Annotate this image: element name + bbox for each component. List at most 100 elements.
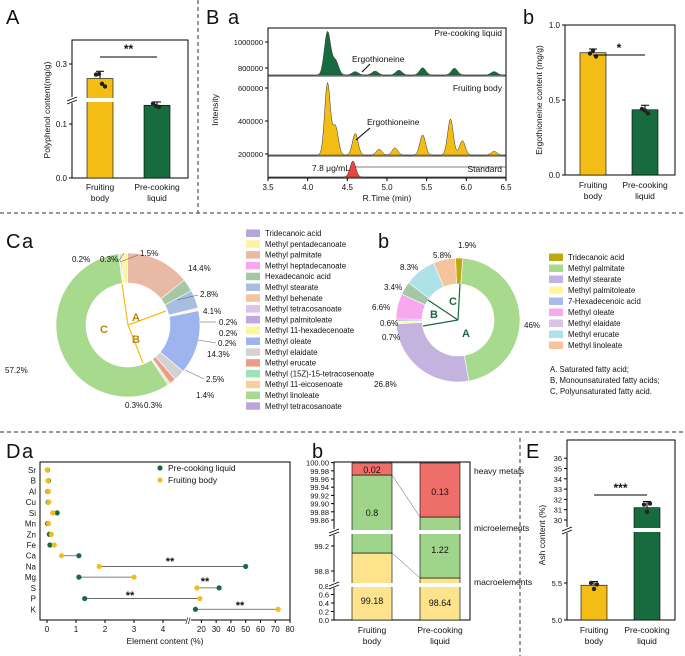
chart-Cb-fatty-acid-pie: 1.9% 46% 26.8% 0.7% 0.6% 6.6% 3.4% 8.3% 5.8% A BC T…: [372, 241, 660, 396]
annotation-ergothioneine: Ergothioneine: [352, 54, 405, 64]
pie-slice-13: [55, 253, 169, 398]
pie-label: 0.3%: [125, 401, 143, 410]
bar-0: [579, 52, 607, 176]
axis-break-mark2: [561, 529, 573, 535]
y-axis-label: Ash content (%): [537, 505, 547, 566]
pie-label: 1.9%: [458, 241, 476, 250]
trace-0-peaks: [268, 30, 506, 76]
legend-label: Methyl stearate: [568, 275, 621, 284]
pie-label: 14.3%: [207, 350, 230, 359]
x-cat-label: Fruiting: [358, 625, 387, 635]
legend-swatch: [246, 359, 260, 367]
annotation-arrow: [355, 127, 371, 141]
plot-frame: [267, 27, 507, 179]
legend-swatch: [246, 240, 260, 248]
y-tick-label: 0.6: [319, 591, 329, 600]
data-point: [644, 509, 650, 514]
point-fruiting: [275, 606, 281, 612]
group-label-B: B: [430, 309, 438, 321]
trace-1-peaks: [268, 81, 506, 156]
legend-label: Methyl behenate: [265, 294, 323, 303]
point-precooking: [216, 585, 222, 591]
chart-A-polyphenol: 0.0 0.1 0.3 ** Polyphenol content(mg/g) Fruit…: [42, 39, 189, 203]
bar-break-1: [143, 98, 171, 102]
legend-marker-fruiting: [157, 477, 163, 483]
point-precooking: [76, 553, 82, 559]
pie-label: 26.8%: [374, 380, 397, 389]
y-cat-label: Ca: [26, 552, 37, 561]
sig-label: **: [201, 576, 210, 588]
data-point: [102, 84, 108, 89]
y-cat-label: Na: [26, 562, 37, 571]
annotation-arrow: [361, 63, 371, 73]
x-tick-label: 3.5: [262, 183, 274, 192]
point-precooking: [82, 595, 88, 602]
x-tick-label: 4.5: [342, 183, 354, 192]
x-cat-label: body: [91, 193, 110, 203]
legend-swatch: [549, 264, 563, 272]
sig-label: **: [126, 590, 135, 602]
pie-label: 57.2%: [5, 366, 28, 375]
data-point: [156, 104, 162, 110]
x-cat-label: Fruiting: [580, 625, 609, 635]
bar-break: [351, 530, 393, 534]
y-cat-label: Mn: [25, 520, 36, 529]
pie-label: 0.3%: [144, 401, 162, 410]
legend-label: Methyl oleate: [265, 337, 311, 346]
y-cat-label: Mg: [25, 573, 36, 582]
x-cat-label: Pre-cooking: [417, 625, 463, 635]
segment-value: 0.13: [431, 487, 449, 497]
data-point: [150, 101, 156, 106]
point-fruiting: [58, 553, 65, 559]
x-tick-label: 4: [161, 625, 166, 634]
segment-value: 99.18: [361, 596, 384, 606]
group-label-A: A: [132, 312, 140, 324]
pie-label: 2.8%: [200, 290, 218, 299]
chart-Da-element-dumbbell: // 0 1 2 3 4 20 30 40 50 60 70 80 Element content (%)…: [25, 461, 295, 646]
annotation-ergothioneine: Ergothioneine: [367, 117, 420, 127]
pie-slice-2: [395, 321, 470, 383]
legend-label: Methyl palmitoleate: [265, 315, 332, 324]
leader-line: [184, 369, 205, 380]
point-fruiting: [45, 488, 52, 495]
y-tick-label: 0.3: [56, 60, 68, 69]
y-axis-label: Intensity: [210, 93, 220, 125]
point-fruiting: [48, 531, 54, 537]
chart-Ca-fatty-acid-pie: 0.3%1.5%14.4%2.8%4.1%0.2%0.2%0.2%14.3%2.…: [5, 229, 374, 411]
x-cat-label: liquid: [637, 636, 657, 646]
stacked-segment-2: [351, 462, 393, 476]
y-tick-label: 1000000: [234, 38, 263, 47]
pie-slice-8: [433, 257, 457, 288]
y-tick-label: 200000: [238, 150, 263, 159]
legend-label: Methyl palmitate: [568, 264, 625, 273]
point-fruiting: [197, 595, 203, 602]
y-tick-label: 99.90: [310, 500, 329, 509]
x-cat-label: liquid: [430, 636, 450, 646]
data-point: [594, 582, 600, 587]
axis-break-mark1: [561, 526, 573, 532]
y-cat-label: Fe: [27, 541, 37, 550]
bar-break: [419, 530, 461, 534]
panel-letter-B: B: [206, 7, 219, 29]
x-tick-label: 80: [286, 625, 295, 634]
legend-label: Methyl palmitoleate: [568, 286, 635, 295]
legend-label: 7-Hexadecenoic acid: [568, 297, 641, 306]
x-tick-label: 2: [103, 625, 108, 634]
legend-label: Hexadecanoic acid: [265, 272, 331, 281]
point-precooking: [243, 563, 249, 570]
y-tick-label: 0.0: [319, 616, 329, 625]
y-tick-label: 99.96: [310, 475, 329, 484]
y-tick-label: 600000: [238, 84, 263, 93]
y-tick-label: 32: [554, 495, 562, 504]
plot-frame: [39, 461, 291, 621]
y-cat-label: S: [31, 584, 36, 593]
x-tick-label: 0: [45, 625, 50, 634]
pie-label: 0.2%: [219, 318, 237, 327]
legend-label-fruiting: Fruiting body: [168, 475, 218, 485]
x-tick-label: 30: [212, 625, 221, 634]
x-tick-label: 20: [197, 625, 206, 634]
x-cat-label: Fruiting: [579, 180, 608, 190]
leader-line: [117, 252, 125, 263]
